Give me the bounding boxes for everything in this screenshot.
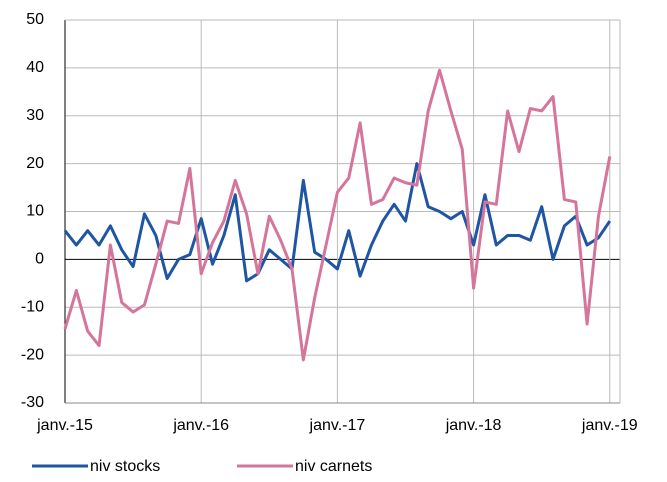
x-tick-label: janv.-16 xyxy=(172,417,229,434)
x-tick-label: janv.-17 xyxy=(309,417,366,434)
x-tick-label: janv.-15 xyxy=(36,417,93,434)
x-tick-label: janv.-18 xyxy=(445,417,502,434)
y-tick-label: 20 xyxy=(26,155,44,172)
y-tick-label: -10 xyxy=(21,298,44,315)
y-tick-label: 30 xyxy=(26,107,44,124)
y-tick-label: -20 xyxy=(21,346,44,363)
x-tick-label: janv.-19 xyxy=(581,417,638,434)
legend-label: niv stocks xyxy=(90,458,160,475)
y-tick-label: 50 xyxy=(26,11,44,28)
y-tick-label: -30 xyxy=(21,394,44,411)
y-tick-label: 10 xyxy=(26,203,44,220)
series-line xyxy=(63,162,612,283)
y-tick-label: 0 xyxy=(35,251,44,268)
y-tick-label: 40 xyxy=(26,59,44,76)
legend-label: niv carnets xyxy=(295,458,372,475)
series-line xyxy=(63,68,612,362)
